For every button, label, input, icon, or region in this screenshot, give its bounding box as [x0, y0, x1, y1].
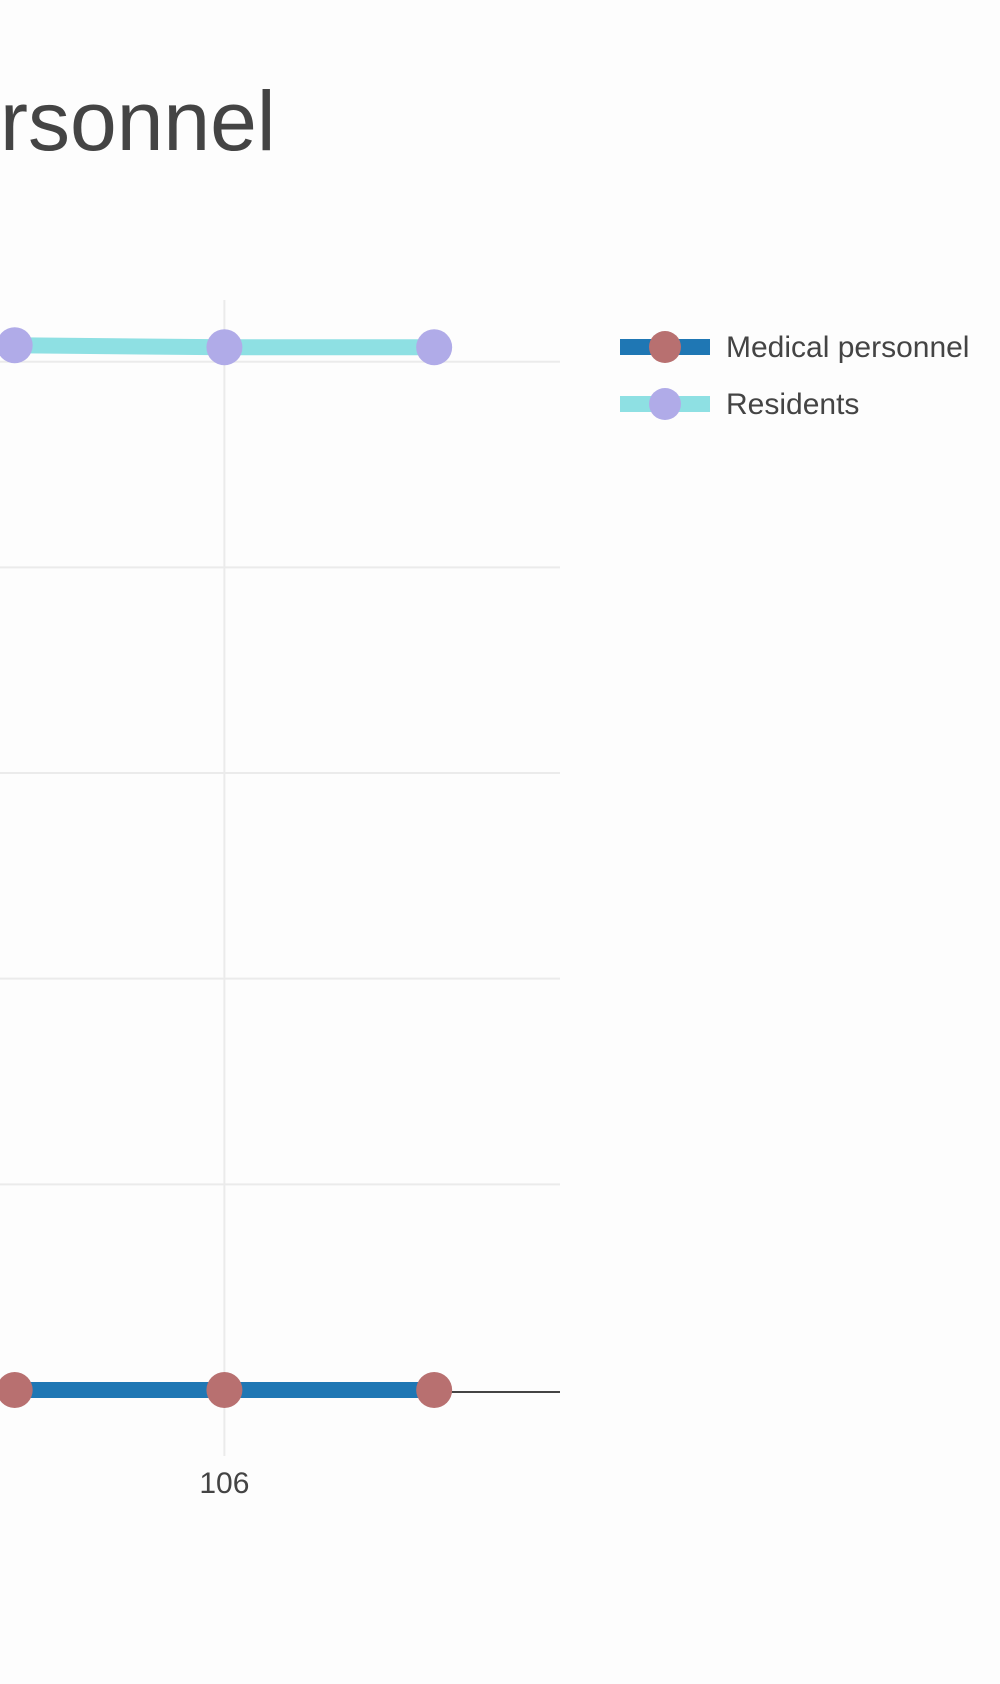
series-layer — [0, 327, 453, 1408]
series-1-marker — [206, 1372, 243, 1408]
legend-label: Residents — [726, 388, 859, 421]
legend-swatch-marker — [649, 388, 681, 420]
legend-swatch-marker — [649, 331, 681, 363]
series-2-marker — [206, 329, 243, 366]
grid — [0, 300, 560, 1456]
legend-item-1: Medical personnel — [620, 331, 969, 364]
series-2-marker — [0, 327, 33, 364]
x-tick-labels: 106 — [199, 1467, 249, 1500]
series-1-marker — [0, 1372, 33, 1408]
series-2-marker — [416, 329, 453, 366]
x-tick-label: 106 — [199, 1467, 249, 1500]
legend: Medical personnel Residents — [620, 331, 969, 421]
legend-item-2: Residents — [620, 388, 859, 421]
series-1-marker — [416, 1372, 453, 1408]
legend-label: Medical personnel — [726, 331, 969, 364]
chart-title: rsonnel — [0, 74, 276, 168]
